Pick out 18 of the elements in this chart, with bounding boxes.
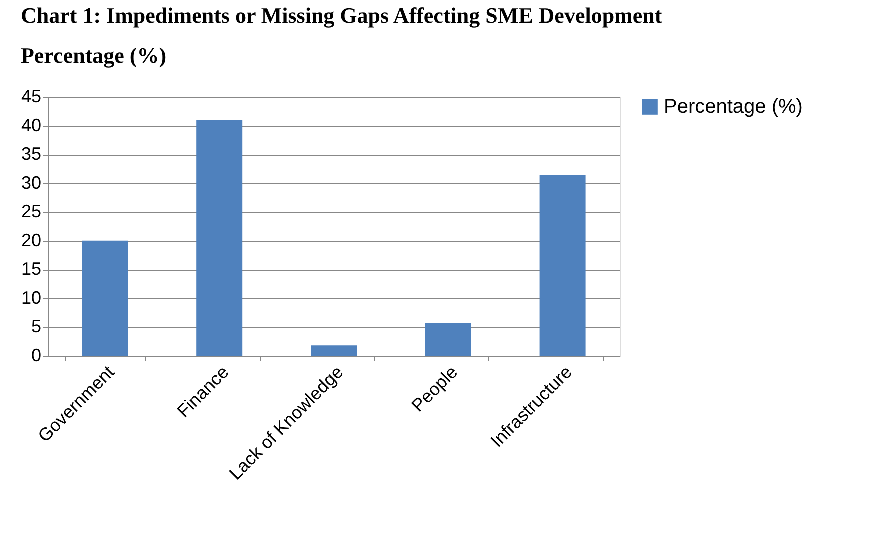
bar (425, 323, 472, 356)
chart-title: Chart 1: Impediments or Missing Gaps Affecting SME Development (20, 3, 663, 28)
y-tick-label: 40 (21, 115, 42, 136)
y-tick-label: 10 (21, 288, 42, 308)
y-tick-label: 15 (21, 259, 42, 280)
y-tick-label: 45 (21, 86, 42, 106)
legend-label: Percentage (%) (664, 96, 803, 118)
bar (540, 175, 586, 356)
y-tick-label: 5 (31, 316, 42, 337)
chart-subtitle: Percentage (%) (20, 43, 167, 68)
y-tick-label: 30 (21, 172, 42, 193)
bar (196, 120, 243, 356)
bar (311, 346, 357, 356)
y-tick-label: 35 (21, 144, 42, 164)
bar (82, 240, 128, 356)
y-tick-label: 25 (21, 202, 42, 222)
y-tick-label: 0 (31, 346, 42, 366)
y-tick-label: 20 (21, 230, 42, 250)
